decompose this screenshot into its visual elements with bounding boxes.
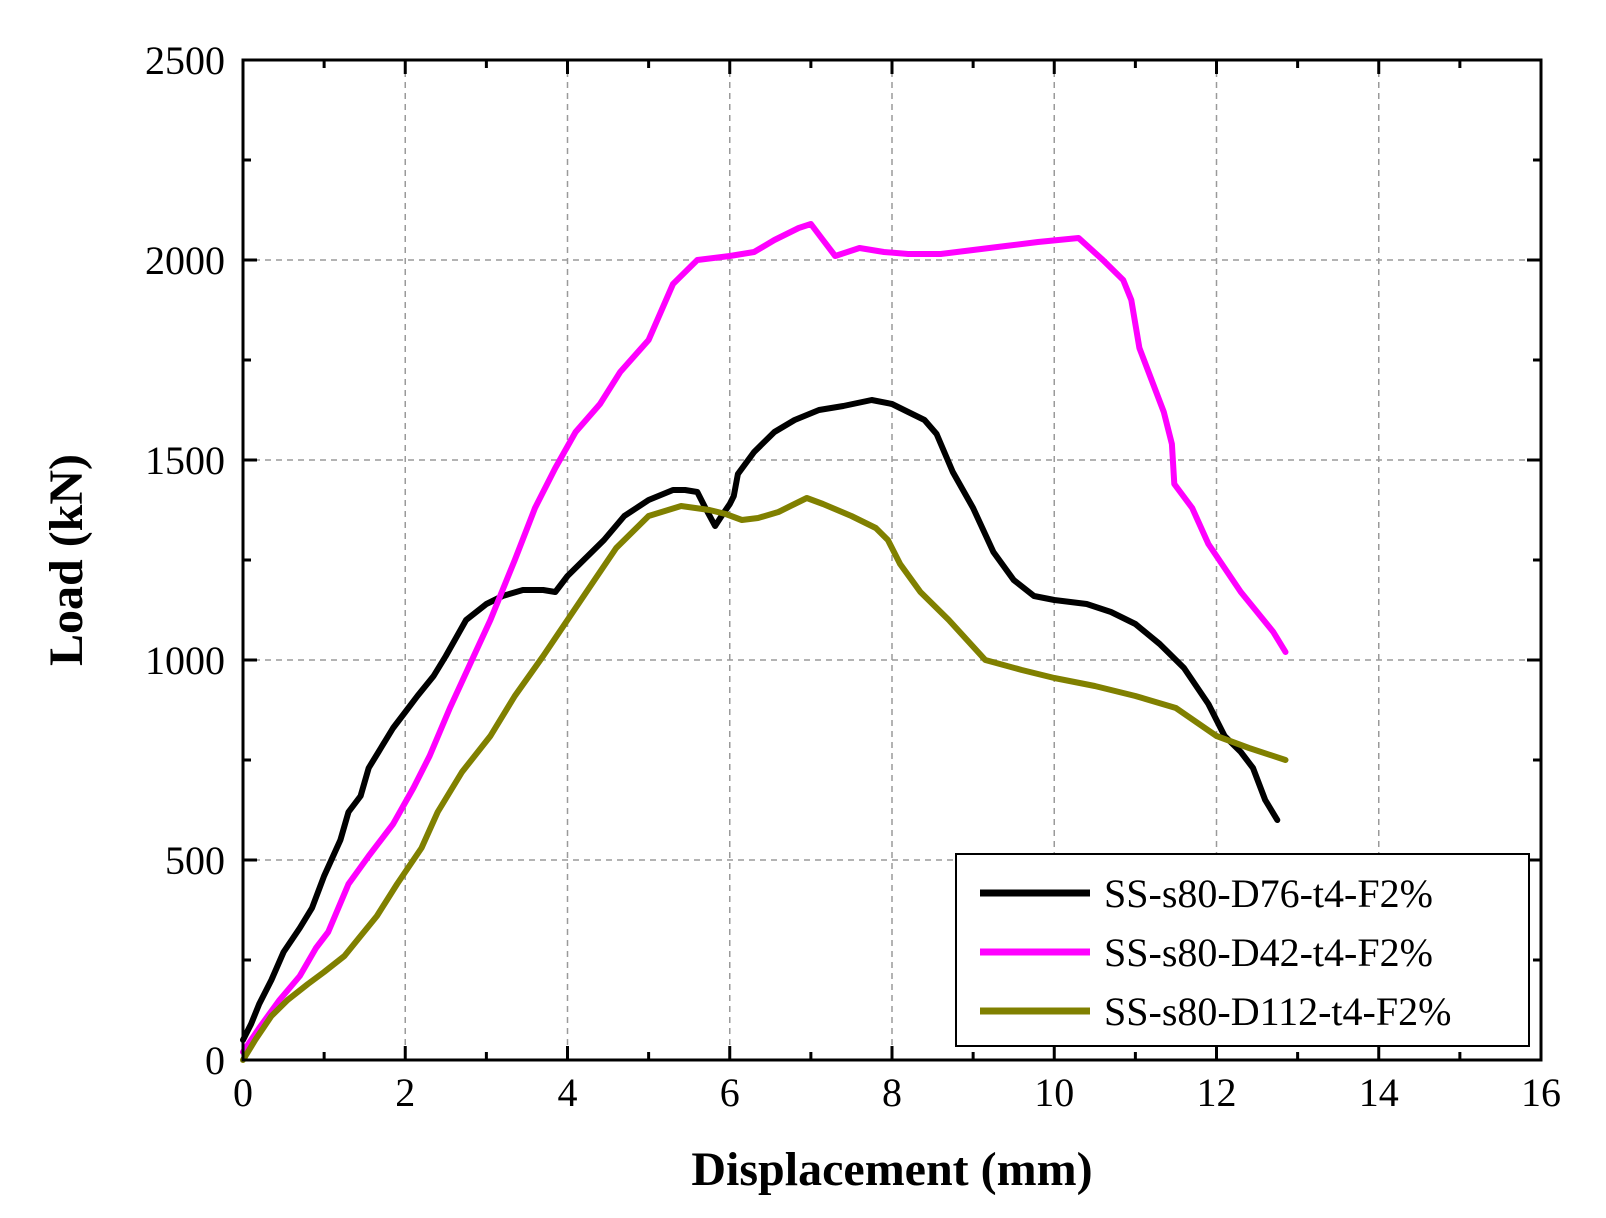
tick-labels: 0 2 4 6 8 10 12 14 16 0 500 1000 1500 2000 2500: [145, 38, 1561, 1115]
y-tick-label: 2000: [145, 238, 225, 283]
x-tick-label: 0: [233, 1070, 253, 1115]
legend-label-s1: SS-s80-D76-t4-F2%: [1104, 871, 1433, 916]
x-tick-label: 16: [1521, 1070, 1561, 1115]
x-tick-label: 10: [1034, 1070, 1074, 1115]
x-tick-label: 14: [1359, 1070, 1399, 1115]
y-tick-label: 500: [165, 838, 225, 883]
series-lines: [240, 221, 1289, 1063]
legend-label-s3: SS-s80-D112-t4-F2%: [1104, 989, 1451, 1034]
x-tick-label: 8: [882, 1070, 902, 1115]
x-axis-title: Displacement (mm): [691, 1143, 1092, 1196]
y-tick-label: 0: [205, 1038, 225, 1083]
y-tick-label: 1500: [145, 438, 225, 483]
y-tick-label: 1000: [145, 638, 225, 683]
series-line-2: [240, 221, 1289, 1055]
x-tick-label: 12: [1197, 1070, 1237, 1115]
x-tick-label: 2: [395, 1070, 415, 1115]
y-tick-label: 2500: [145, 38, 225, 83]
x-tick-label: 4: [558, 1070, 578, 1115]
axis-ticks: [241, 58, 1543, 1062]
legend-label-s2: SS-s80-D42-t4-F2%: [1104, 930, 1433, 975]
legend: SS-s80-D76-t4-F2% SS-s80-D42-t4-F2% SS-s…: [955, 853, 1530, 1047]
series-line-3: [240, 495, 1289, 1063]
y-axis-title: Load (kN): [40, 454, 93, 666]
x-tick-label: 6: [720, 1070, 740, 1115]
